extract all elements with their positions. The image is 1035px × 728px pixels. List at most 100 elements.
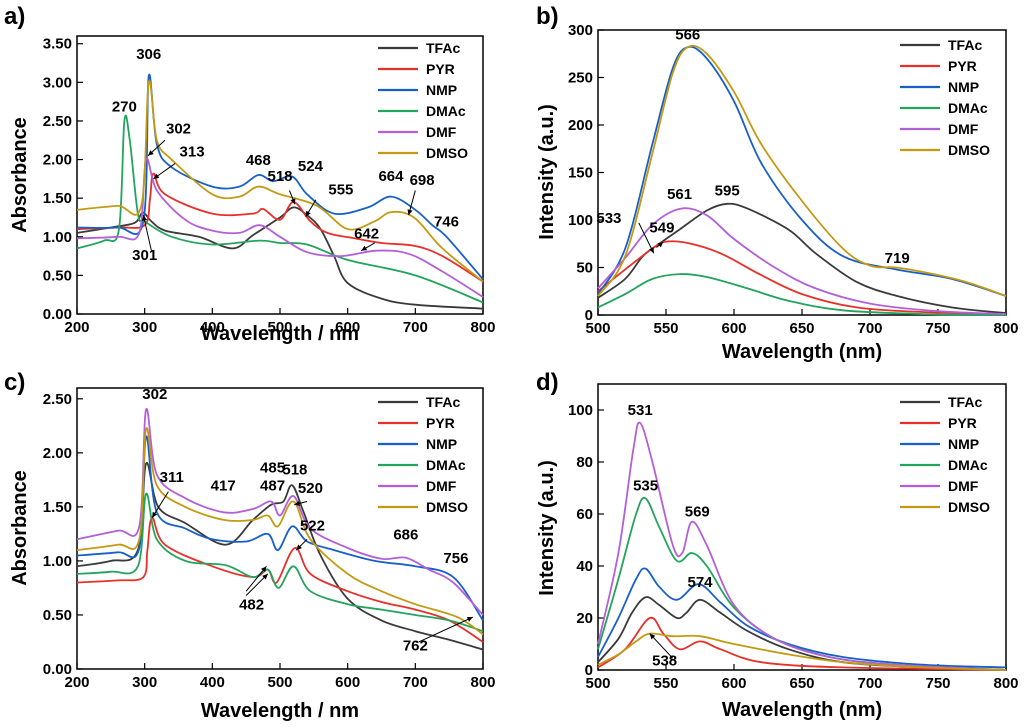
y-tick-label: 2.50 (43, 113, 72, 130)
series-line-dmso (76, 427, 484, 636)
x-tick-label: 300 (132, 674, 157, 691)
x-tick-label: 600 (335, 674, 360, 691)
legend-label-pyr: PYR (426, 415, 455, 431)
series-line-pyr (76, 516, 484, 643)
annotation-arrowhead (262, 573, 268, 580)
legend-label-dmac: DMAc (426, 457, 466, 473)
annotation-arrowhead (148, 150, 154, 156)
peak-label: 574 (687, 574, 713, 591)
peak-label: 762 (403, 638, 428, 655)
annotation-arrowhead (657, 241, 664, 248)
panel-c-letter: c) (4, 369, 25, 396)
panel-c-y-axis-title: Absorbance (9, 470, 31, 586)
annotation-arrowhead (152, 511, 158, 518)
annotation-arrowhead (649, 633, 656, 640)
series-line-pyr (597, 616, 1007, 671)
peak-label: 302 (142, 386, 167, 403)
y-tick-label: 0 (585, 662, 593, 679)
annotation-arrowhead (153, 173, 160, 179)
panel-d-ticks: 500 550 600 650 700 750 800 0 20 40 60 80 100 (568, 402, 1019, 692)
peak-label: 535 (633, 478, 658, 495)
panel-a: a) Wavelength / nm Absorbance 200 300 400 5… (4, 3, 496, 345)
panel-b-ticks: 500 550 600 650 700 750 800 0 50 100 150 200 250 300 (568, 22, 1019, 337)
y-tick-label: 100 (568, 212, 593, 229)
annotation-arrow (638, 222, 655, 254)
x-tick-label: 200 (64, 674, 89, 691)
panel-d-legend: TFAc PYR NMP DMAc DMF DMSO (900, 394, 990, 515)
y-tick-label: 40 (576, 558, 593, 575)
annotation-arrowhead (305, 210, 311, 217)
peak-label: 468 (246, 152, 271, 169)
panel-b-letter: b) (536, 3, 559, 30)
y-tick-label: 60 (576, 506, 593, 523)
x-tick-label: 200 (64, 319, 89, 336)
panel-b: b) Wavelength (nm) Intensity (a.u.) 500 5… (536, 3, 1019, 363)
x-tick-label: 800 (470, 319, 495, 336)
peak-label: 311 (160, 469, 184, 486)
peak-label: 746 (434, 214, 459, 231)
panel-a-lines (76, 73, 484, 310)
x-tick-label: 750 (925, 320, 950, 337)
panel-c-lines (76, 408, 484, 651)
x-tick-label: 550 (653, 320, 678, 337)
y-tick-label: 0 (585, 307, 593, 324)
y-tick-label: 200 (568, 117, 593, 134)
panel-b-x-axis-title: Wavelength (nm) (722, 341, 882, 363)
peak-label: 561 (667, 186, 692, 203)
peak-label: 664 (378, 168, 404, 185)
series-line-dmso (76, 80, 484, 283)
legend-label-dmac: DMAc (948, 100, 988, 116)
legend-label-dmac: DMAc (426, 103, 466, 119)
peak-label: 302 (166, 120, 191, 137)
y-tick-label: 20 (576, 610, 593, 627)
series-line-dmf (76, 408, 484, 616)
x-tick-label: 300 (132, 319, 157, 336)
legend-label-pyr: PYR (948, 415, 977, 431)
annotation-arrowhead (407, 209, 413, 216)
y-tick-label: 1.50 (43, 499, 72, 516)
series-line-dmso (597, 632, 1007, 671)
peak-label: 533 (596, 210, 621, 227)
panel-b-annotations: 566 561 595 549 533 719 (596, 27, 909, 267)
x-tick-label: 700 (857, 320, 882, 337)
x-tick-label: 500 (267, 319, 292, 336)
annotation-arrowhead (649, 247, 654, 254)
peak-label: 531 (628, 402, 653, 419)
peak-label: 482 (239, 597, 264, 614)
legend-label-dmf: DMF (426, 478, 457, 494)
legend-label-dmac: DMAc (948, 457, 988, 473)
panel-d-annotations: 531 535 569 574 538 (628, 402, 714, 669)
legend-label-tfac: TFAc (948, 394, 982, 410)
x-tick-label: 700 (857, 675, 882, 692)
panel-b-legend: TFAc PYR NMP DMAc DMF DMSO (900, 37, 990, 158)
peak-label: 487 (260, 478, 285, 495)
panel-a-letter: a) (4, 3, 25, 30)
legend-label-dmf: DMF (948, 121, 979, 137)
panel-a-y-axis-title: Absorbance (9, 117, 31, 233)
legend-label-nmp: NMP (426, 436, 457, 452)
y-tick-label: 1.00 (43, 229, 72, 246)
panel-a-legend: TFAc PYR NMP DMAc DMF DMSO (378, 40, 468, 161)
y-tick-label: 3.00 (43, 74, 72, 91)
series-line-dmac (76, 492, 484, 633)
legend-label-pyr: PYR (426, 61, 455, 77)
y-tick-label: 100 (568, 402, 593, 419)
y-tick-label: 1.00 (43, 553, 72, 570)
legend-label-dmso: DMSO (948, 142, 990, 158)
legend-label-pyr: PYR (948, 58, 977, 74)
y-tick-label: 2.50 (43, 391, 72, 408)
peak-label: 569 (685, 504, 710, 521)
x-tick-label: 600 (721, 320, 746, 337)
panel-d: d) Wavelength (nm) Intensity (a.u.) 500 5… (536, 369, 1019, 721)
panel-a-ticks: 200 300 400 500 600 700 800 0.00 0.50 1.00 1.50 2.0… (43, 36, 496, 336)
y-tick-label: 150 (568, 165, 593, 182)
legend-label-dmf: DMF (948, 478, 979, 494)
legend-label-dmf: DMF (426, 124, 457, 140)
panel-c-legend: TFAc PYR NMP DMAc DMF DMSO (378, 394, 468, 515)
panel-c-x-axis-title: Wavelength / nm (201, 700, 359, 722)
legend-label-dmso: DMSO (426, 499, 468, 515)
peak-label: 756 (443, 550, 468, 567)
peak-label: 313 (180, 143, 205, 160)
peak-label: 642 (354, 225, 379, 242)
series-line-pyr (76, 172, 484, 283)
